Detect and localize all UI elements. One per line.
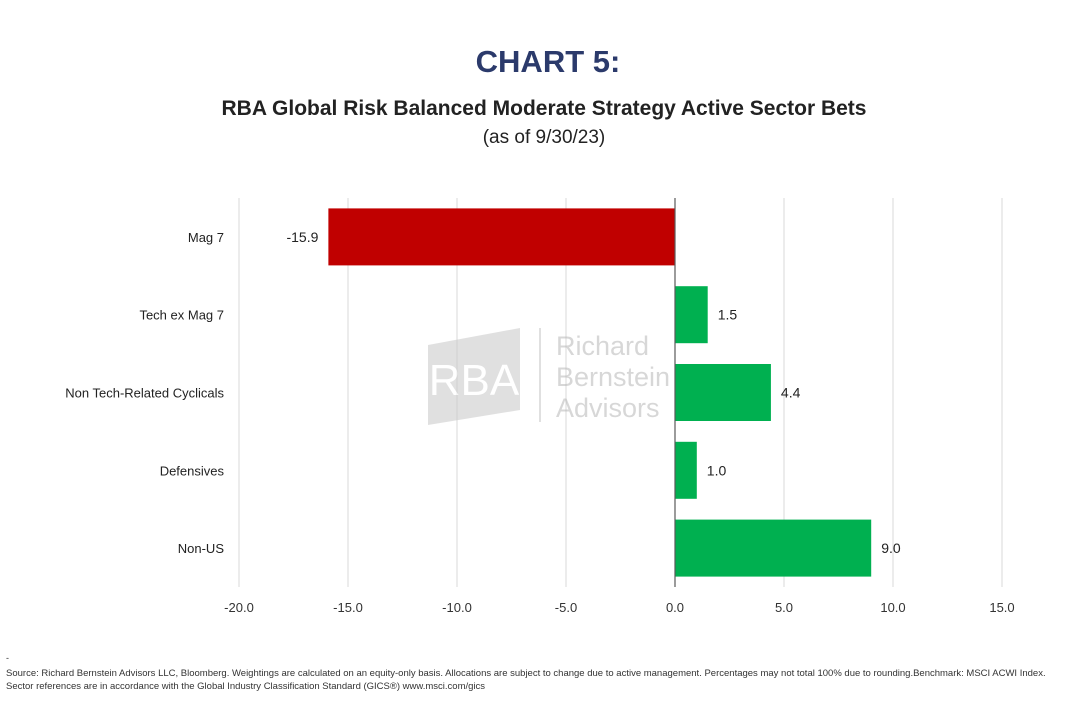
bar-defensives [675, 441, 697, 499]
value-label: -15.9 [286, 229, 318, 245]
category-label: Defensives [160, 463, 225, 478]
rba-watermark: RBA Richard Bernstein Advisors [428, 328, 670, 425]
bars [328, 208, 872, 577]
value-label: 1.0 [707, 462, 727, 478]
category-label: Non Tech-Related Cyclicals [65, 386, 224, 401]
rba-watermark-mark [428, 328, 520, 425]
x-tick-label: 5.0 [775, 600, 793, 615]
source-footnote: Source: Richard Bernstein Advisors LLC, … [6, 668, 1046, 692]
x-tick-label: -15.0 [333, 600, 363, 615]
rba-watermark-line-1: Richard [556, 331, 649, 361]
x-tick-label: 15.0 [989, 600, 1014, 615]
bar-chart: RBA Richard Bernstein Advisors -20.0 -15.… [65, 198, 1015, 615]
footnote-dash: - [6, 653, 9, 663]
x-tick-label: -5.0 [555, 600, 577, 615]
category-label: Non-US [178, 541, 225, 556]
chart-heading: CHART 5: [475, 44, 621, 79]
bar-non-us [675, 519, 872, 577]
x-tick-label: 10.0 [880, 600, 905, 615]
rba-watermark-logo: RBA [429, 356, 520, 405]
category-label: Mag 7 [188, 230, 224, 245]
rba-watermark-line-3: Advisors [556, 393, 660, 423]
chart-title: RBA Global Risk Balanced Moderate Strate… [221, 97, 867, 120]
chart-subtitle: (as of 9/30/23) [482, 127, 606, 148]
x-tick-label: -20.0 [224, 600, 254, 615]
value-label: 1.5 [718, 307, 738, 323]
x-tick-label: 0.0 [666, 600, 684, 615]
bar-tech-ex-mag-7 [675, 286, 708, 344]
bar-mag-7 [328, 208, 675, 266]
rba-watermark-line-2: Bernstein [556, 362, 670, 392]
value-label: 9.0 [881, 540, 901, 556]
labels: -20.0 -15.0 -10.0 -5.0 0.0 5.0 10.0 15.0 Mag 7 -1… [65, 229, 1014, 615]
category-label: Tech ex Mag 7 [139, 308, 224, 323]
value-label: 4.4 [781, 385, 801, 401]
bar-non-tech-related-cyclicals [675, 364, 771, 421]
x-tick-label: -10.0 [442, 600, 472, 615]
